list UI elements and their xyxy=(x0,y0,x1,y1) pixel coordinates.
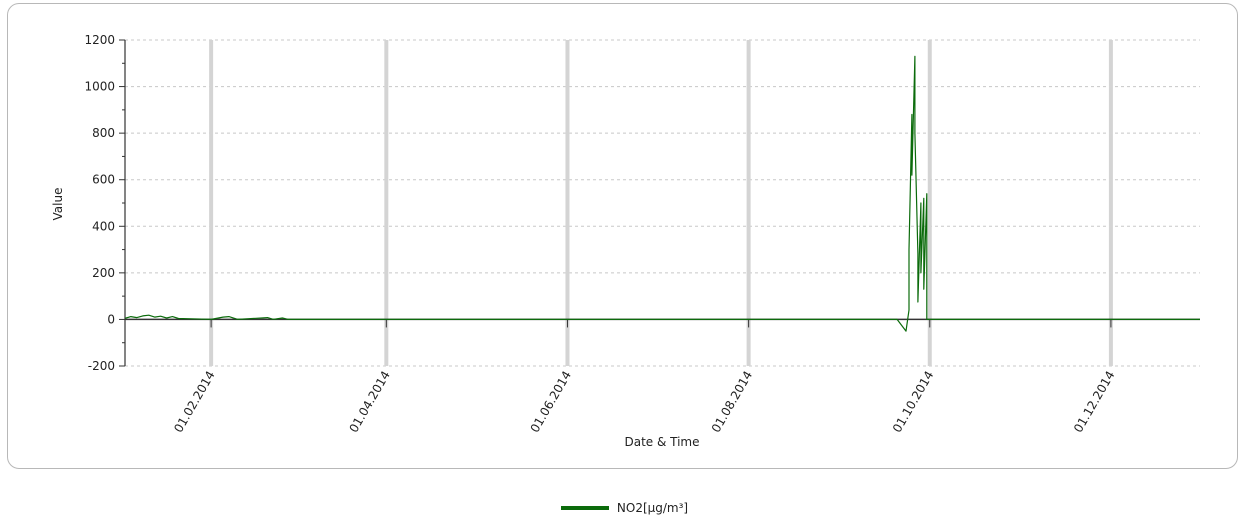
y-tick-labels: -200 0 200 400 600 800 1000 1200 xyxy=(84,33,115,373)
x-tick-label: 01.02.2014 xyxy=(171,369,217,436)
y-tick-label: 600 xyxy=(92,173,115,187)
axes xyxy=(119,39,1200,367)
legend-label: NO2[µg/m³] xyxy=(616,501,689,515)
x-axis-title: Date & Time xyxy=(624,435,699,449)
y-tick-label: -200 xyxy=(88,359,115,373)
y-axis-title: Value xyxy=(51,188,65,221)
x-tick-labels: 01.02.2014 01.04.2014 01.06.2014 01.08.2014… xyxy=(171,369,1117,436)
x-tick-label: 01.12.2014 xyxy=(1071,369,1117,436)
series-line-no2 xyxy=(124,55,1200,332)
month-markers xyxy=(209,40,1113,366)
y-tick-label: 400 xyxy=(92,219,115,233)
y-tick-label: 1200 xyxy=(84,33,115,47)
x-tick-label: 01.06.2014 xyxy=(528,369,574,436)
y-tick-label: 200 xyxy=(92,266,115,280)
x-tick-label: 01.04.2014 xyxy=(346,369,392,436)
legend: NO2[µg/m³] xyxy=(0,498,1249,518)
legend-swatch xyxy=(560,506,609,510)
y-tick-label: 800 xyxy=(92,126,115,140)
series-layer xyxy=(124,55,1200,332)
y-tick-label: 1000 xyxy=(84,80,115,94)
x-tick-label: 01.08.2014 xyxy=(709,369,755,436)
y-tick-label: 0 xyxy=(107,312,115,326)
x-tick-label: 01.10.2014 xyxy=(890,369,936,436)
gridlines xyxy=(125,39,1200,367)
